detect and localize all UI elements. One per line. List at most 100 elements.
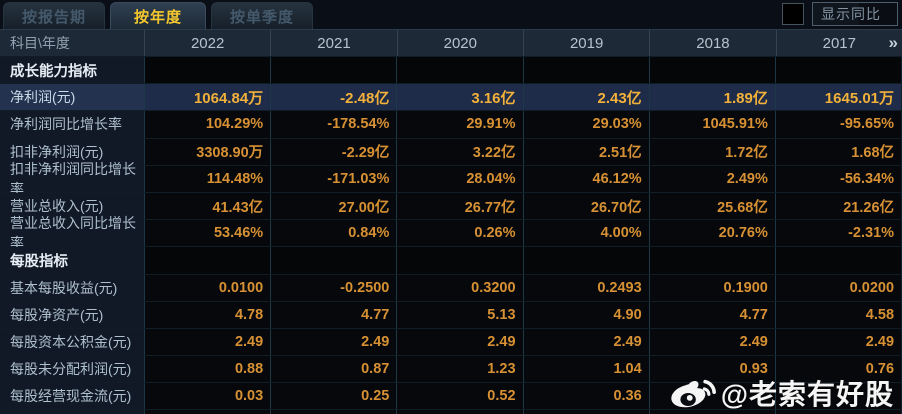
table-row: 每股经营现金流(元) 0.03 0.25 0.52 0.36 [0,383,902,411]
row-label: 每股未分配利润(元) [0,356,145,383]
partial-next-row [0,410,902,414]
year-headers: 2022 2021 2020 2019 2018 2017» [145,30,902,56]
cell-2018: 0.93 [649,356,776,383]
table-row: 营业总收入同比增长率 53.46% 0.84% 0.26% 4.00% 20.76% -2.… [0,215,902,251]
show-yoy-button[interactable]: 显示同比 [812,2,898,26]
table-row: 每股未分配利润(元) 0.88 0.87 1.23 1.04 0.93 0.76 [0,356,902,384]
cell-2018: 1045.91% [649,111,776,138]
cell-2022: 2.49 [145,328,272,356]
cell-2017 [775,383,902,410]
table-body: 成长能力指标 净利润(元) 1064.84万 -2.48亿 3.16亿 2.43亿 1.89… [0,57,902,411]
cell-2021: 27.00亿 [271,192,398,220]
tab-by-year[interactable]: 按年度 [110,2,207,29]
year-header-2020: 2020 [398,30,524,56]
financial-table: 科目\年度 2022 2021 2020 2019 2018 2017» 成长能力指标 净利… [0,29,902,414]
cell-2022: 4.78 [145,301,272,328]
cell-2020: 0.3200 [397,274,524,301]
cell-2017: 2.49 [775,328,902,356]
cell-2022: 53.46% [145,220,272,247]
cell-2022: 104.29% [145,111,272,138]
cell-2021: 2.49 [271,328,398,356]
cell-2020: 26.77亿 [397,192,524,220]
table-header-row: 科目\年度 2022 2021 2020 2019 2018 2017» [0,29,902,57]
row-label: 每股资本公积金(元) [0,328,145,356]
table-row: 每股资本公积金(元) 2.49 2.49 2.49 2.49 2.49 2.49 [0,328,902,357]
cell-2017: 4.58 [775,301,902,328]
row-label: 每股经营现金流(元) [0,383,145,410]
cell-2021: -0.2500 [271,274,398,301]
cell-2022 [145,247,272,274]
table-row: 净利润同比增长率 104.29% -178.54% 29.91% 29.03% 1045.… [0,111,902,139]
year-header-2022: 2022 [145,30,272,56]
cell-2021: 0.84% [271,220,398,247]
show-yoy-checkbox[interactable] [782,3,804,25]
cell-2018: 25.68亿 [649,192,776,220]
row-label: 营业总收入(元) [0,192,145,220]
cell-2019 [523,247,650,274]
cell-2017 [775,247,902,274]
cell-2020: 29.91% [397,111,524,138]
cell-2018: 20.76% [649,220,776,247]
cell-2020: 3.22亿 [397,138,524,165]
cell-2021: -2.29亿 [271,138,398,165]
year-header-2017: 2017» [822,33,899,52]
cell-2022: 41.43亿 [145,192,272,220]
row-label: 成长能力指标 [0,57,145,84]
cell-2019: 29.03% [523,111,650,138]
year-header-2021: 2021 [271,30,398,56]
top-controls: 显示同比 [782,2,898,26]
table-row: 每股净资产(元) 4.78 4.77 5.13 4.90 4.77 4.58 [0,301,902,329]
cell-2020 [397,247,524,274]
show-yoy-label: 显示同比 [821,6,881,22]
cell-2020 [397,57,524,84]
cell-2018: 2.49% [649,165,776,192]
cell-2017: 1645.01万 [775,84,902,111]
cell-2019: 4.90 [523,301,650,328]
row-label: 净利润同比增长率 [0,111,145,138]
cell-2019 [523,57,650,84]
cell-2022: 0.88 [145,356,272,383]
row-label: 净利润(元) [0,84,145,111]
table-row: 扣非净利润同比增长率 114.48% -171.03% 28.04% 46.12% 2.4… [0,161,902,197]
cell-2022: 0.03 [145,383,272,410]
tab-bar: 按报告期 按年度 按单季度 显示同比 [0,0,902,29]
cell-2017: 0.0200 [775,274,902,301]
cell-2020: 1.23 [397,356,524,383]
cell-2020: 3.16亿 [397,84,524,111]
table-row: 营业总收入(元) 41.43亿 27.00亿 26.77亿 26.70亿 25.68亿 21… [0,192,902,221]
cell-2021: -178.54% [271,111,398,138]
tab-list: 按报告期 按年度 按单季度 [3,2,318,29]
cell-2020: 0.26% [397,220,524,247]
cell-2018: 4.77 [649,301,776,328]
cell-2017: 1.68亿 [775,138,902,165]
tab-by-quarter[interactable]: 按单季度 [211,2,314,29]
cell-2018 [649,57,776,84]
cell-2019: 2.51亿 [523,138,650,165]
cell-2022: 0.0100 [145,274,272,301]
cell-2018: 1.72亿 [649,138,776,165]
cell-2017: -95.65% [775,111,902,138]
cell-2022: 1064.84万 [145,84,272,111]
cell-2020: 5.13 [397,301,524,328]
row-label: 基本每股收益(元) [0,274,145,301]
row-label: 扣非净利润同比增长率 [0,161,145,197]
row-label: 营业总收入同比增长率 [0,215,145,251]
cell-2019: 2.49 [523,328,650,356]
cell-2021 [271,57,398,84]
cell-2017 [775,57,902,84]
cell-2018 [649,383,776,410]
cell-2019: 2.43亿 [523,84,650,111]
cell-2021: 0.25 [271,383,398,410]
cell-2022: 114.48% [145,165,272,192]
cell-2017: -56.34% [775,165,902,192]
cell-2021: -171.03% [271,165,398,192]
tab-by-report-period[interactable]: 按报告期 [3,2,106,29]
cell-2019: 4.00% [523,220,650,247]
table-row: 净利润(元) 1064.84万 -2.48亿 3.16亿 2.43亿 1.89亿 1645.… [0,84,902,112]
cell-2018: 1.89亿 [649,84,776,111]
year-header-2018: 2018 [650,30,777,56]
cell-2018: 0.1900 [649,274,776,301]
cell-2022: 3308.90万 [145,138,272,165]
more-years-icon[interactable]: » [888,33,899,52]
cell-2018: 2.49 [649,328,776,356]
